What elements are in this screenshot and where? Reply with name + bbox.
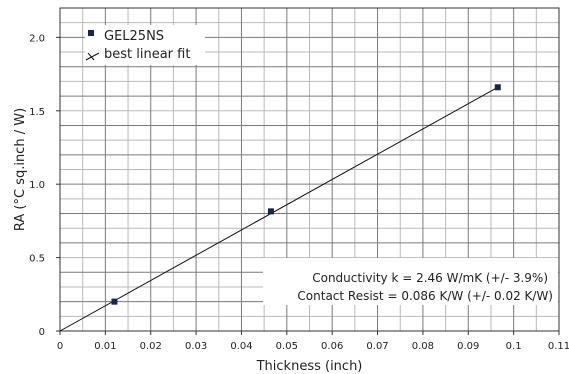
x-tick-label: 0.02 <box>140 341 162 352</box>
fit-line-layer <box>59 86 499 332</box>
y-axis-label: RA (°C sq.inch / W) <box>13 108 28 231</box>
conductivity-text: Conductivity k = 2.46 W/mK (+/- 3.9%) <box>312 271 548 285</box>
x-tick-label: 0.08 <box>412 341 434 352</box>
best-fit-line <box>59 86 499 332</box>
x-tick-label: 0.04 <box>230 341 252 352</box>
x-tick-label: 0.11 <box>548 341 569 352</box>
data-point <box>111 298 118 305</box>
plot-frame <box>59 7 560 332</box>
contact-resist-text: Contact Resist = 0.086 K/W (+/- 0.02 K/W… <box>297 289 553 303</box>
legend-background <box>85 25 205 65</box>
y-tick-label: 1.0 <box>29 180 45 191</box>
y-tick-label: 1.5 <box>29 107 45 118</box>
results-annotation: Conductivity k = 2.46 W/mK (+/- 3.9%) Co… <box>263 258 558 305</box>
x-tick-label: 0.07 <box>366 341 388 352</box>
x-tick-label: 0.09 <box>457 341 479 352</box>
fit-line-icon-tick <box>87 52 95 61</box>
x-tick-label: 0 <box>57 341 63 352</box>
legend-marker-square <box>88 30 94 36</box>
legend-label-gel25ns: GEL25NS <box>104 29 164 44</box>
minor-grid <box>60 8 559 331</box>
x-tick-label: 0.01 <box>94 341 116 352</box>
x-tick-label: 0.06 <box>321 341 343 352</box>
x-tick-label: 0.1 <box>506 341 522 352</box>
y-axis-ticks: 0 0.5 1.0 1.5 2.0 <box>29 33 60 338</box>
legend: GEL25NS best linear fit <box>85 25 205 65</box>
y-tick-label: 2.0 <box>29 33 45 44</box>
x-axis-ticks: 0 0.01 0.02 0.03 0.04 0.05 0.06 0.07 0.08 0.09 0.1… <box>57 331 569 352</box>
data-point <box>267 208 274 215</box>
data-points-layer <box>111 84 501 305</box>
legend-label-best-linear-fit: best linear fit <box>104 47 190 62</box>
data-point <box>494 84 501 91</box>
x-axis-label: Thickness (inch) <box>256 359 363 374</box>
y-tick-label: 0.5 <box>29 254 45 265</box>
x-tick-label: 0.03 <box>185 341 207 352</box>
y-tick-label: 0 <box>39 327 45 338</box>
fit-line-icon <box>85 52 100 61</box>
annotation-background <box>263 258 558 305</box>
fit-line-icon-stroke <box>85 52 100 61</box>
x-tick-label: 0.05 <box>276 341 298 352</box>
